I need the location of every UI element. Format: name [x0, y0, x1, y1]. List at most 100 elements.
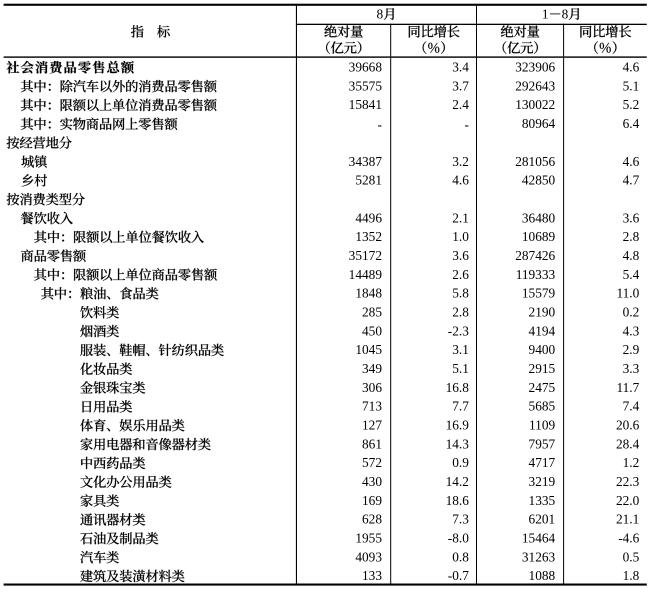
svg-text:-2.3: -2.3	[448, 323, 469, 338]
svg-text:15579: 15579	[522, 286, 556, 301]
svg-text:1955: 1955	[355, 531, 382, 546]
svg-text:8: 8	[377, 6, 384, 21]
svg-text:281056: 281056	[515, 154, 555, 169]
svg-text:285: 285	[362, 305, 382, 320]
svg-text:16.9: 16.9	[446, 418, 470, 433]
svg-text:-8.0: -8.0	[448, 531, 469, 546]
svg-text:1848: 1848	[355, 286, 382, 301]
svg-text:5281: 5281	[355, 173, 382, 188]
svg-text:0.2: 0.2	[623, 305, 640, 320]
svg-text:14.3: 14.3	[446, 436, 470, 451]
svg-text:3.7: 3.7	[452, 78, 469, 93]
svg-text:0.9: 0.9	[452, 455, 469, 470]
svg-text:-4.6: -4.6	[618, 531, 639, 546]
svg-text:1.8: 1.8	[623, 568, 640, 583]
svg-text:4093: 4093	[355, 549, 382, 564]
svg-text:4.8: 4.8	[623, 248, 640, 263]
svg-text:42850: 42850	[522, 173, 556, 188]
svg-text:430: 430	[362, 474, 382, 489]
svg-text:9400: 9400	[529, 342, 556, 357]
svg-text:4.3: 4.3	[623, 323, 640, 338]
svg-text:4.6: 4.6	[623, 154, 640, 169]
svg-text:169: 169	[362, 493, 382, 508]
svg-text:15464: 15464	[522, 531, 556, 546]
svg-text:11.7: 11.7	[616, 380, 639, 395]
svg-text:22.3: 22.3	[616, 474, 640, 489]
svg-text:2.4: 2.4	[452, 97, 469, 112]
svg-text:127: 127	[362, 418, 382, 433]
svg-text:292643: 292643	[515, 78, 555, 93]
svg-text:18.6: 18.6	[446, 493, 470, 508]
svg-text:35575: 35575	[349, 78, 383, 93]
svg-text:4.6: 4.6	[623, 60, 640, 75]
svg-text:34387: 34387	[349, 154, 383, 169]
svg-text:7957: 7957	[529, 436, 556, 451]
svg-text:3.4: 3.4	[452, 60, 469, 75]
svg-text:1045: 1045	[355, 342, 382, 357]
svg-text:4194: 4194	[529, 323, 556, 338]
svg-text:21.1: 21.1	[616, 512, 639, 527]
svg-text:628: 628	[362, 512, 382, 527]
svg-text:14489: 14489	[349, 267, 383, 282]
svg-text:349: 349	[362, 361, 382, 376]
svg-text:2915: 2915	[529, 361, 556, 376]
svg-text:2.8: 2.8	[623, 229, 640, 244]
svg-text:-0.7: -0.7	[448, 568, 469, 583]
svg-text:35172: 35172	[349, 248, 382, 263]
svg-text:713: 713	[362, 399, 382, 414]
svg-text:10689: 10689	[522, 229, 556, 244]
svg-text:2475: 2475	[529, 380, 556, 395]
svg-text:0.5: 0.5	[623, 549, 640, 564]
svg-text:80964: 80964	[522, 116, 556, 131]
svg-text:119333: 119333	[516, 267, 556, 282]
svg-text:1: 1	[542, 6, 549, 21]
svg-text:6201: 6201	[529, 512, 556, 527]
svg-text:323906: 323906	[515, 60, 555, 75]
svg-text:6.4: 6.4	[623, 116, 640, 131]
svg-text:2.8: 2.8	[452, 305, 469, 320]
svg-text:-: -	[464, 117, 468, 132]
svg-text:8: 8	[562, 6, 569, 21]
svg-text:4496: 4496	[355, 210, 382, 225]
svg-text:14.2: 14.2	[446, 474, 469, 489]
svg-text:2.1: 2.1	[452, 210, 469, 225]
svg-text:4.6: 4.6	[452, 173, 469, 188]
svg-text:1.0: 1.0	[452, 229, 469, 244]
svg-text:39668: 39668	[349, 60, 383, 75]
svg-text:31263: 31263	[522, 549, 556, 564]
svg-text:11.0: 11.0	[616, 286, 639, 301]
svg-text:4717: 4717	[529, 455, 556, 470]
svg-text:572: 572	[362, 455, 382, 470]
svg-text:1109: 1109	[529, 418, 555, 433]
svg-text:2.9: 2.9	[623, 342, 640, 357]
svg-text:1352: 1352	[355, 229, 382, 244]
svg-text:7.7: 7.7	[452, 399, 469, 414]
svg-text:0.8: 0.8	[452, 549, 469, 564]
svg-text:16.8: 16.8	[446, 380, 470, 395]
svg-text:1335: 1335	[529, 493, 556, 508]
svg-text:36480: 36480	[522, 210, 556, 225]
svg-text:287426: 287426	[515, 248, 555, 263]
svg-text:-: -	[378, 117, 382, 132]
svg-text:133: 133	[362, 568, 382, 583]
svg-text:5.2: 5.2	[623, 97, 640, 112]
svg-text:3.6: 3.6	[452, 248, 469, 263]
svg-text:130022: 130022	[515, 97, 555, 112]
svg-text:450: 450	[362, 323, 382, 338]
svg-text:5685: 5685	[529, 399, 556, 414]
svg-text:5.8: 5.8	[452, 286, 469, 301]
svg-text:5.1: 5.1	[623, 78, 640, 93]
svg-text:3219: 3219	[529, 474, 556, 489]
svg-text:3.3: 3.3	[623, 361, 640, 376]
svg-text:3.6: 3.6	[623, 210, 640, 225]
svg-text:1.2: 1.2	[623, 455, 640, 470]
svg-text:15841: 15841	[349, 97, 382, 112]
svg-text:20.6: 20.6	[616, 418, 640, 433]
svg-text:5.1: 5.1	[452, 361, 469, 376]
svg-text:7.3: 7.3	[452, 512, 469, 527]
svg-text:306: 306	[362, 380, 382, 395]
svg-text:3.2: 3.2	[452, 154, 469, 169]
svg-text:3.1: 3.1	[452, 342, 469, 357]
svg-text:2190: 2190	[529, 305, 556, 320]
svg-text:2.6: 2.6	[452, 267, 469, 282]
